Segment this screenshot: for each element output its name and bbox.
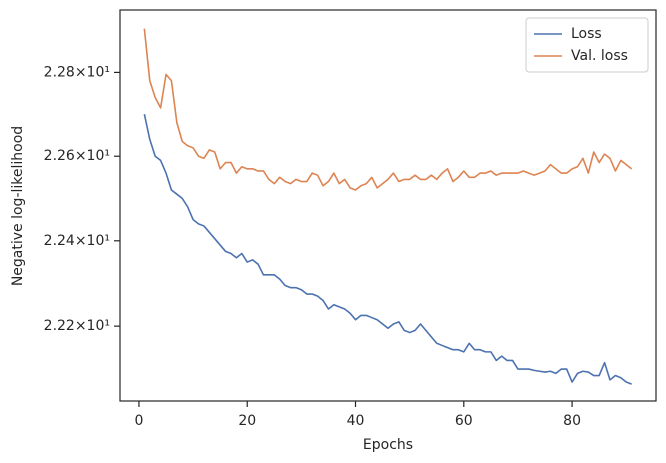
y-axis-label: Negative log-likelihood (10, 126, 26, 286)
x-axis-label: Epochs (363, 437, 413, 453)
y-tick-label: 2.24×10¹ (44, 233, 110, 249)
legend-box (525, 17, 649, 73)
plot-frame (119, 9, 657, 402)
x-tick-label: 80 (563, 413, 581, 429)
legend-label: Val. loss (571, 48, 628, 64)
x-tick-label: 20 (238, 413, 256, 429)
legend-label: Loss (571, 26, 602, 42)
y-tick-label: 2.28×10¹ (44, 64, 110, 80)
x-tick-label: 0 (134, 413, 143, 429)
line-series (143, 28, 633, 191)
y-tick-label: 2.26×10¹ (44, 148, 110, 164)
x-tick-label: 40 (347, 413, 365, 429)
line-series (143, 114, 632, 385)
x-tick-label: 60 (455, 413, 473, 429)
y-tick-label: 2.22×10¹ (44, 318, 110, 334)
